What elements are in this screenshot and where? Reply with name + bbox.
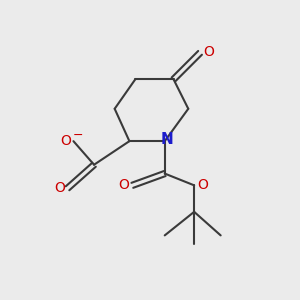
- Text: O: O: [203, 45, 214, 59]
- Text: N: N: [160, 132, 173, 147]
- Text: O: O: [119, 178, 130, 192]
- Text: −: −: [73, 129, 83, 142]
- Text: O: O: [54, 181, 65, 195]
- Text: O: O: [60, 134, 70, 148]
- Text: O: O: [197, 178, 208, 192]
